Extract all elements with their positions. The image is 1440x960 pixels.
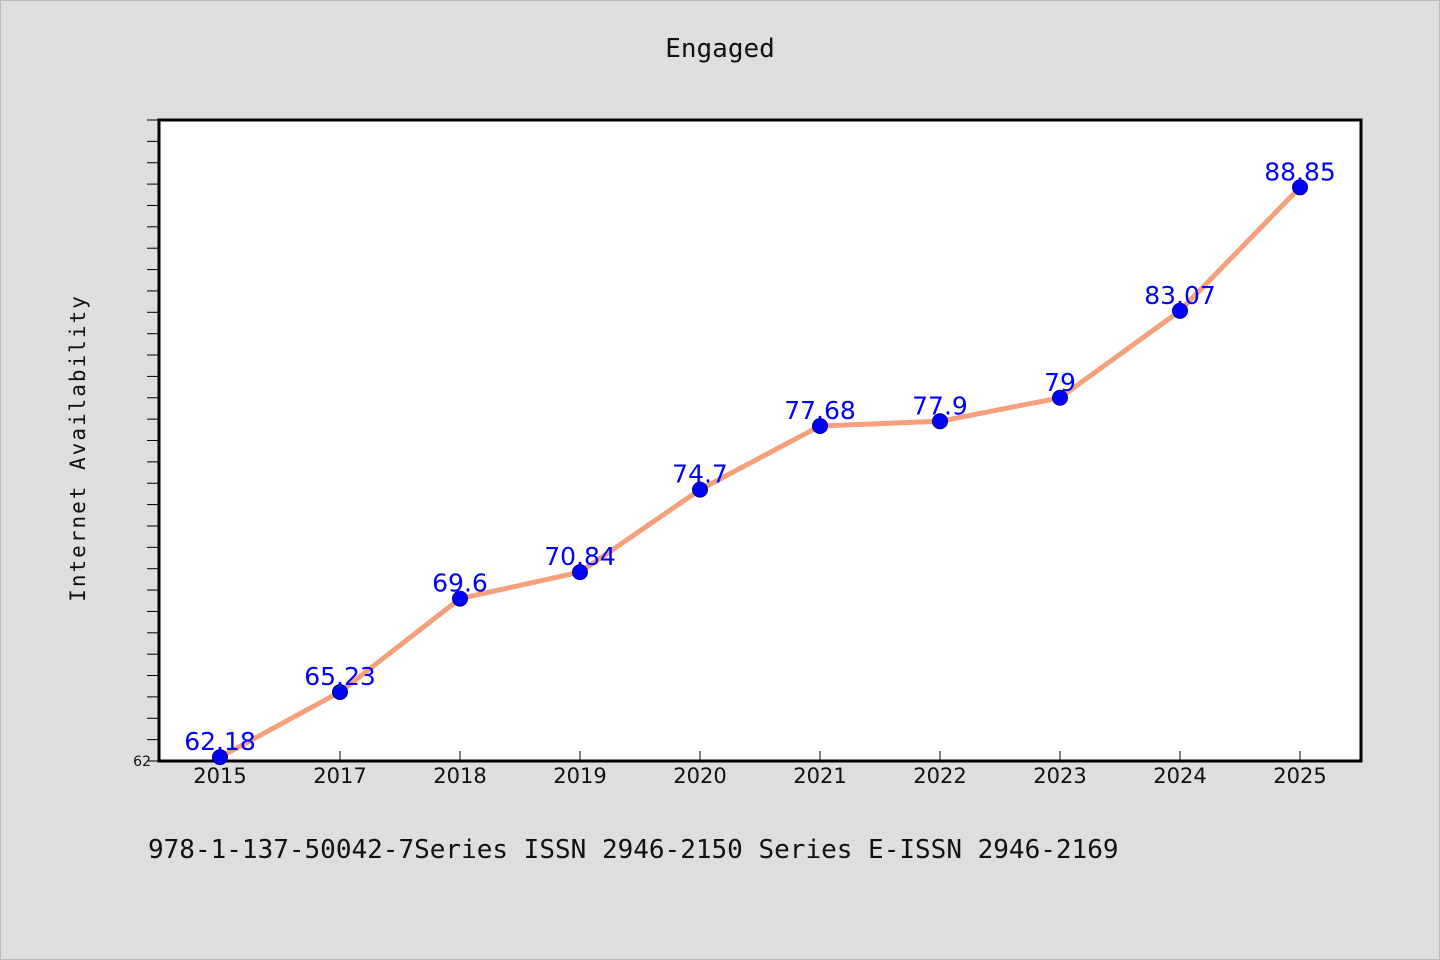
x-tick-label: 2017	[313, 764, 366, 788]
data-label: 74.7	[672, 460, 728, 489]
data-point-marker	[812, 417, 828, 434]
data-labels-group: 62.18 65.23 69.6 70.84 74.7 77.68 77.9 79 83.07 8…	[184, 157, 1336, 756]
x-tick-label: 2019	[553, 764, 606, 788]
data-label: 62.18	[184, 727, 256, 756]
data-point-marker	[332, 683, 348, 700]
data-point-marker	[572, 564, 588, 581]
data-point-marker	[1052, 389, 1068, 406]
x-tick-label: 2024	[1153, 764, 1206, 788]
data-label: 77.68	[784, 396, 856, 425]
data-label: 70.84	[544, 542, 616, 571]
x-tick-label: 2021	[793, 764, 846, 788]
data-point-marker	[1292, 179, 1308, 196]
x-tick-label: 2023	[1033, 764, 1086, 788]
data-label: 65.23	[304, 662, 376, 691]
x-tick-label: 2025	[1273, 764, 1326, 788]
series-group	[212, 179, 1308, 766]
plot-area	[157, 118, 1363, 763]
data-point-marker	[212, 749, 228, 766]
data-label: 83.07	[1144, 281, 1216, 310]
chart-title: Engaged	[665, 34, 775, 64]
series-line	[217, 184, 1303, 760]
data-label: 79	[1044, 368, 1076, 397]
x-tick-label: 2018	[433, 764, 486, 788]
data-point-marker	[452, 590, 468, 607]
isbn-issn-footer: 978-1-137-50042-7Series ISSN 2946-2150 S…	[148, 835, 1119, 865]
data-point-marker	[1172, 302, 1188, 319]
data-label: 77.9	[912, 391, 968, 420]
data-point-marker	[692, 481, 708, 498]
x-tick-label: 2020	[673, 764, 726, 788]
y-tick-label: 62	[133, 754, 151, 770]
data-label: 88.85	[1264, 157, 1336, 186]
x-axis-ticks: 2015 2017 2018 2019 2020 2021 2022 2023 2024 2025	[193, 751, 1327, 788]
x-tick-label: 2015	[193, 764, 246, 788]
y-axis-ticks: 62	[133, 119, 159, 770]
data-label: 69.6	[432, 569, 488, 598]
data-point-marker	[932, 413, 948, 430]
x-tick-label: 2022	[913, 764, 966, 788]
